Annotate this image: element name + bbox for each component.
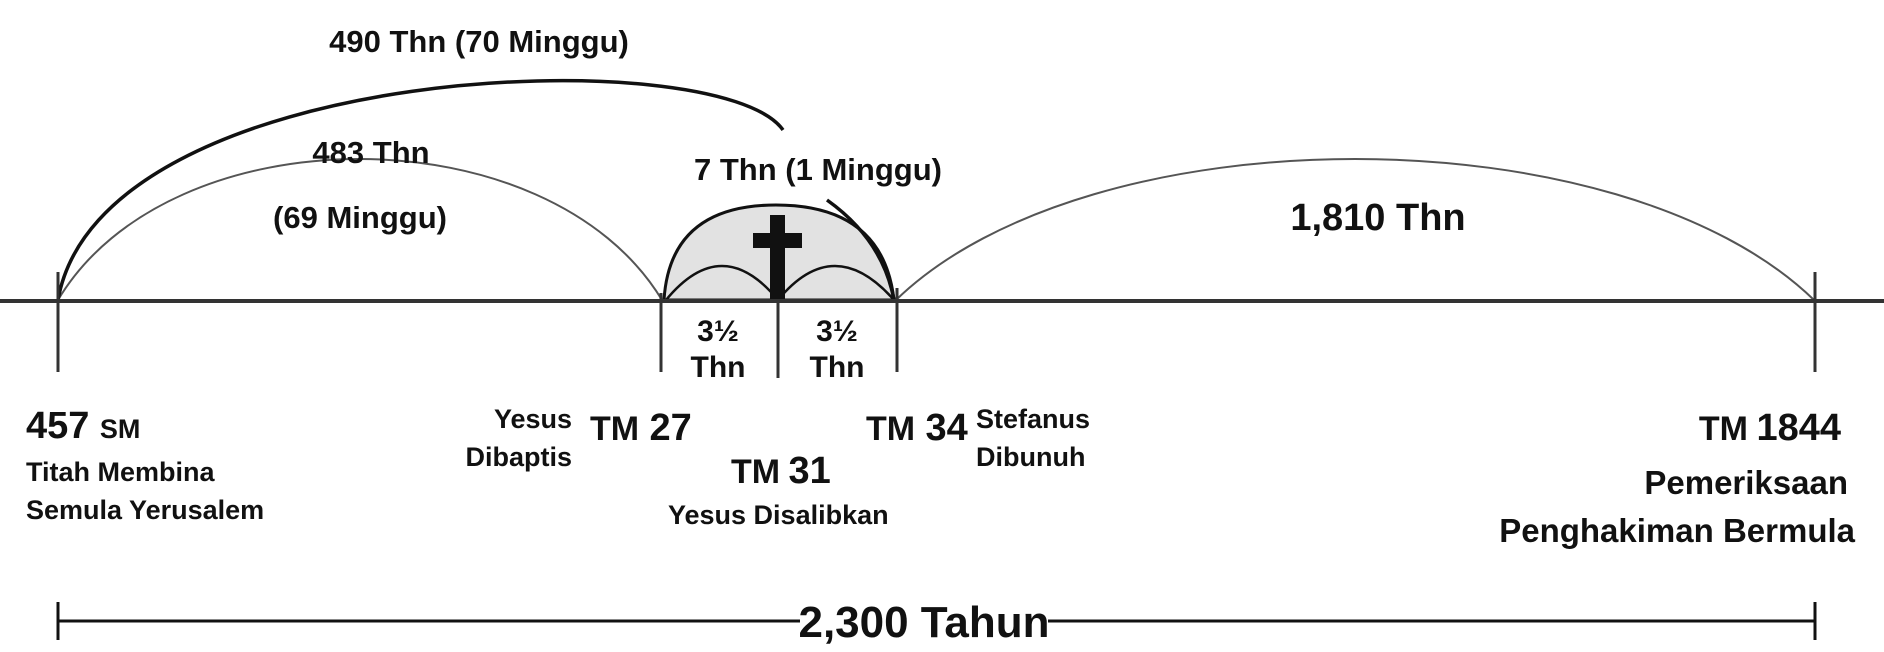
total-span-label: 2,300 Tahun <box>798 598 1049 647</box>
event-457-desc-line1: Titah Membina <box>26 457 216 487</box>
event-34-desc-line2: Dibunuh <box>976 442 1085 472</box>
event-27-ad: Yesus Dibaptis TM 27 <box>465 404 691 472</box>
arc-483-label-line1: 483 Thn <box>312 135 429 170</box>
half-week-second-unit: Thn <box>810 351 865 384</box>
cross-icon <box>753 215 802 301</box>
arc-490-years-tail <box>825 198 896 301</box>
event-27-desc-line1: Yesus <box>494 404 572 434</box>
event-31-ad: TM 31 Yesus Disalibkan <box>668 450 889 530</box>
event-1844-desc-line1: Pemeriksaan <box>1644 464 1848 501</box>
event-457-desc-line2: Semula Yerusalem <box>26 495 264 525</box>
event-1844-desc-line2: Penghakiman Bermula <box>1499 512 1855 549</box>
event-27-date: TM 27 <box>590 407 692 449</box>
arc-490-years <box>56 78 785 301</box>
arc-490-label: 490 Thn (70 Minggu) <box>329 24 629 59</box>
event-1844-date: TM 1844 <box>1699 407 1841 449</box>
event-31-date: TM 31 <box>731 450 831 492</box>
half-week-first-value: 3½ <box>697 315 739 348</box>
arc-483-label-line2: (69 Minggu) <box>273 200 447 235</box>
arc-1810-label: 1,810 Thn <box>1290 197 1465 239</box>
half-week-second-value: 3½ <box>816 315 858 348</box>
event-31-desc: Yesus Disalibkan <box>668 500 889 530</box>
arc-1810-years <box>895 158 1815 301</box>
event-34-desc-line1: Stefanus <box>976 404 1090 434</box>
event-34-date: TM 34 <box>866 407 968 449</box>
total-span-2300: 2,300 Tahun <box>56 598 1817 647</box>
event-457-bc: 457 SM Titah Membina Semula Yerusalem <box>26 405 264 525</box>
half-week-first-unit: Thn <box>691 351 746 384</box>
event-34-ad: TM 34 Stefanus Dibunuh <box>866 404 1090 472</box>
event-1844-ad: TM 1844 Pemeriksaan Penghakiman Bermula <box>1499 407 1855 549</box>
event-27-desc-line2: Dibaptis <box>465 442 572 472</box>
arc-483-years <box>57 158 663 301</box>
event-457-date: 457 SM <box>26 405 140 447</box>
half-week-arc-left <box>665 264 779 301</box>
arc-7-label: 7 Thn (1 Minggu) <box>694 152 942 187</box>
half-week-arc-right <box>777 264 895 301</box>
